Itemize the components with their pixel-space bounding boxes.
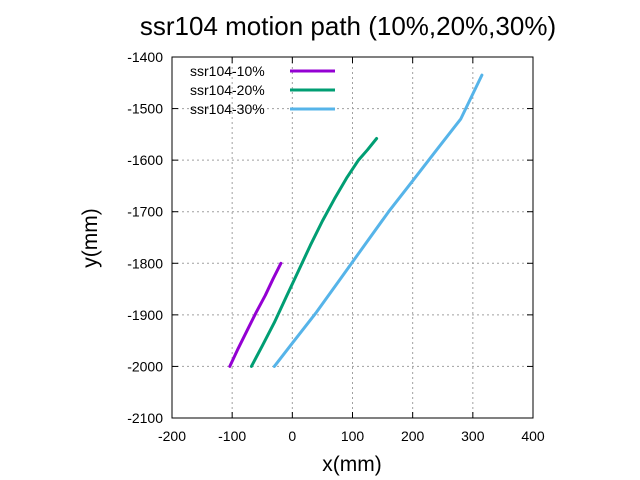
- chart-title: ssr104 motion path (10%,20%,30%): [140, 11, 556, 41]
- x-tick-label: 200: [401, 428, 425, 444]
- y-tick-label: -1900: [127, 307, 163, 323]
- y-tick-label: -2100: [127, 410, 163, 426]
- x-tick-label: 0: [288, 428, 296, 444]
- legend: ssr104-10% ssr104-20% ssr104-30%: [190, 63, 335, 117]
- legend-label-3: ssr104-30%: [190, 101, 265, 117]
- series-line-3: [272, 73, 484, 368]
- legend-label-1: ssr104-10%: [190, 63, 265, 79]
- x-tick-label: 100: [341, 428, 365, 444]
- x-tick-label: -200: [158, 428, 186, 444]
- y-tick-label: -1700: [127, 204, 163, 220]
- x-axis-label: x(mm): [322, 453, 381, 476]
- x-tick-label: -100: [218, 428, 246, 444]
- ticks: -200 -100 0 100 200 300 400 -2100 -2000 -1900 -180…: [127, 49, 545, 444]
- y-tick-label: -1400: [127, 49, 163, 65]
- y-tick-label: -1500: [127, 101, 163, 117]
- x-tick-label: 400: [521, 428, 545, 444]
- y-tick-label: -1800: [127, 255, 163, 271]
- grid: [172, 57, 533, 418]
- y-tick-label: -2000: [127, 358, 163, 374]
- y-tick-label: -1600: [127, 152, 163, 168]
- x-tick-label: 300: [461, 428, 485, 444]
- series-line-2: [249, 137, 379, 368]
- legend-label-2: ssr104-20%: [190, 82, 265, 98]
- series-line-1: [228, 261, 283, 368]
- y-axis-label: y(mm): [79, 208, 102, 267]
- series-group: [228, 73, 484, 368]
